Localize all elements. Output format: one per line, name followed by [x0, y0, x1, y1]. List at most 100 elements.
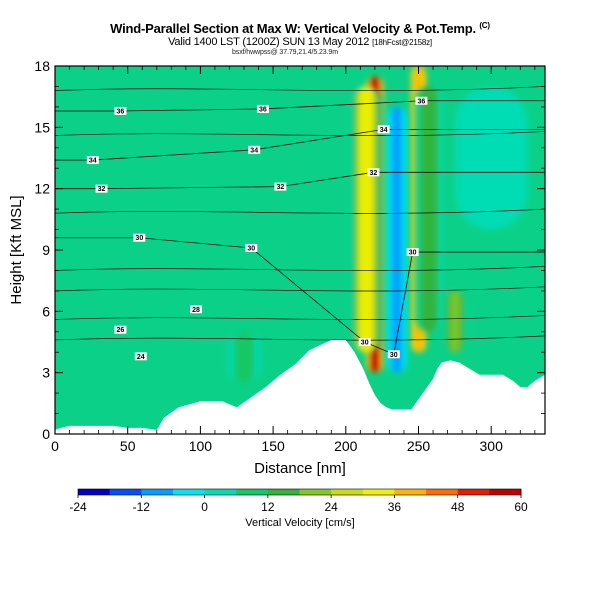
- colorbar-frame: [77, 488, 522, 496]
- colorbar-segment: [457, 489, 490, 495]
- colorbar-tick-label: 36: [388, 500, 402, 514]
- x-tick-label: 250: [407, 438, 431, 454]
- colorbar-segment: [141, 489, 174, 495]
- contour-label-bg: [415, 96, 428, 105]
- y-axis-title: Height [Kft MSL]: [8, 195, 25, 304]
- y-tick-label: 18: [34, 58, 50, 74]
- colorbar-segment: [204, 489, 237, 495]
- velocity-plume-1: [349, 86, 383, 353]
- colorbar-segment: [172, 489, 206, 495]
- y-tick-label: 6: [42, 303, 50, 319]
- contour-label-bg: [86, 156, 99, 165]
- contour-label-bg: [114, 106, 127, 115]
- x-tick-label: 300: [480, 438, 504, 454]
- contour-label-bg: [387, 350, 400, 359]
- colorbar-tick-label: -24: [69, 500, 87, 514]
- x-tick-label: 150: [261, 438, 285, 454]
- colorbar-segment: [489, 489, 522, 495]
- contour-label: 30: [390, 352, 398, 359]
- contour-label: 36: [259, 106, 267, 113]
- contour-label: 32: [370, 170, 378, 177]
- contour-label-bg: [248, 145, 261, 154]
- y-tick-label: 0: [42, 426, 50, 442]
- y-tick-label: 15: [34, 119, 50, 135]
- colorbar-segment: [267, 489, 300, 495]
- contour-label-bg: [256, 104, 269, 113]
- velocity-band: [237, 331, 251, 383]
- contour-label-bg: [406, 248, 419, 257]
- y-tick-label: 12: [34, 181, 50, 197]
- contour-label: 30: [247, 245, 255, 252]
- contour-label-bg: [245, 243, 258, 252]
- velocity-band: [422, 86, 435, 332]
- y-tick-label: 9: [42, 242, 50, 258]
- isentrope-unlabelled-6: [55, 335, 545, 341]
- velocity-band: [449, 290, 460, 353]
- contour-label: 24: [137, 354, 145, 361]
- velocity-plume-4: [442, 290, 468, 353]
- contour-label-bg: [134, 352, 147, 361]
- x-tick-label: 0: [51, 438, 59, 454]
- isentrope-unlabelled-0: [55, 86, 545, 92]
- contour-label-bg: [358, 338, 371, 346]
- y-tick-label: 3: [42, 365, 50, 381]
- colorbar-title: Vertical Velocity [cm/s]: [245, 517, 355, 529]
- velocity-plume-3: [414, 86, 443, 332]
- contour-label: 30: [361, 340, 369, 347]
- velocity-band: [359, 86, 373, 353]
- contour-label: 34: [380, 127, 388, 134]
- isentrope-unlabelled-5: [55, 315, 545, 321]
- colorbar-tick-label: 24: [324, 500, 338, 514]
- colorbar-segment: [78, 489, 111, 495]
- velocity-band: [392, 106, 401, 373]
- colorbar: -24 -12 0 12 24 36 48 60: [69, 488, 528, 514]
- contour-label-bg: [274, 182, 287, 191]
- chart-subtitle: Valid 1400 LST (1200Z) SUN 13 May 2012 […: [168, 36, 432, 48]
- contour-label: 34: [89, 158, 97, 165]
- colorbar-segment: [362, 489, 395, 495]
- x-tick-label: 100: [189, 438, 213, 454]
- contour-label: 26: [117, 327, 125, 334]
- contour-label: 30: [135, 235, 143, 242]
- terrain: [55, 339, 545, 434]
- velocity-plume-5: [227, 331, 261, 383]
- contour-label-bg: [367, 168, 380, 177]
- contour-labels: 36 36 36 34 34 34 32 32 32 30 30 30 28 26 24 30 30: [86, 96, 428, 361]
- velocity-plume-7: [386, 106, 407, 373]
- terrain-profile: [55, 339, 545, 434]
- contour-label: 34: [250, 147, 258, 154]
- contour-label: 36: [117, 108, 125, 115]
- velocity-field: [227, 66, 528, 383]
- isentrope-unlabelled-1: [55, 131, 545, 137]
- colorbar-tick-label: 12: [261, 500, 275, 514]
- colorbar-segment: [394, 489, 427, 495]
- x-axis-title: Distance [nm]: [254, 460, 346, 477]
- chart-title: Wind-Parallel Section at Max W: Vertical…: [110, 21, 490, 36]
- colorbar-tick-label: 0: [201, 500, 208, 514]
- x-tick-label: 200: [334, 438, 358, 454]
- forecast-tag: [18hFcst@2158z]: [372, 38, 432, 47]
- colorbar-tick-label: 60: [514, 500, 528, 514]
- chart-note: bsxf/hwwpss@ 37.79,21.4/5.23.9m: [232, 49, 338, 56]
- colorbar-segment: [426, 489, 459, 495]
- contour-label-bg: [95, 184, 108, 193]
- velocity-plume-6: [454, 86, 528, 230]
- isentrope-unlabelled-3: [55, 266, 545, 271]
- contour-label: 32: [276, 184, 284, 191]
- colorbar-segment: [109, 489, 142, 495]
- isentrope-unlabelled-4: [55, 286, 545, 292]
- x-tick-label: 50: [120, 438, 136, 454]
- contour-label: 32: [98, 186, 106, 193]
- colorbar-segment: [331, 489, 364, 495]
- contour-label: 36: [418, 98, 426, 105]
- colorbar-segment: [236, 489, 269, 495]
- title-unit: (C): [479, 21, 490, 30]
- contour-label-bg: [114, 325, 127, 334]
- contour-label: 28: [192, 307, 200, 314]
- isentrope-unlabelled-2: [55, 208, 545, 214]
- colorbar-tick-label: 48: [451, 500, 465, 514]
- velocity-band: [476, 86, 507, 230]
- colorbar-segment: [299, 489, 332, 495]
